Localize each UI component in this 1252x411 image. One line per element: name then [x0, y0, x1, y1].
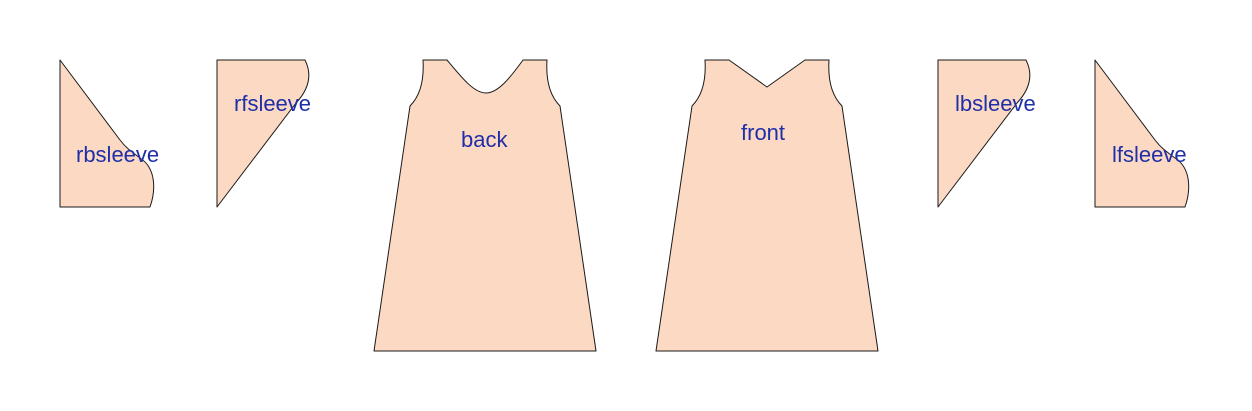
- back-shape: [373, 59, 597, 352]
- lfsleeve-shape: [1094, 59, 1190, 208]
- lbsleeve-label: lbsleeve: [955, 91, 1036, 116]
- piece-rbsleeve: rbsleeve: [59, 59, 159, 208]
- rfsleeve-label: rfsleeve: [234, 91, 311, 116]
- lfsleeve-label: lfsleeve: [1112, 142, 1187, 167]
- piece-lbsleeve: lbsleeve: [937, 59, 1036, 208]
- piece-back: back: [373, 59, 597, 352]
- piece-lfsleeve: lfsleeve: [1094, 59, 1190, 208]
- lbsleeve-shape: [937, 59, 1031, 208]
- rbsleeve-label: rbsleeve: [76, 142, 159, 167]
- front-shape: [655, 59, 879, 352]
- piece-front: front: [655, 59, 879, 352]
- back-label: back: [461, 127, 508, 152]
- rbsleeve-shape: [59, 59, 155, 208]
- piece-rfsleeve: rfsleeve: [216, 59, 311, 208]
- rfsleeve-shape: [216, 59, 310, 208]
- front-label: front: [741, 120, 785, 145]
